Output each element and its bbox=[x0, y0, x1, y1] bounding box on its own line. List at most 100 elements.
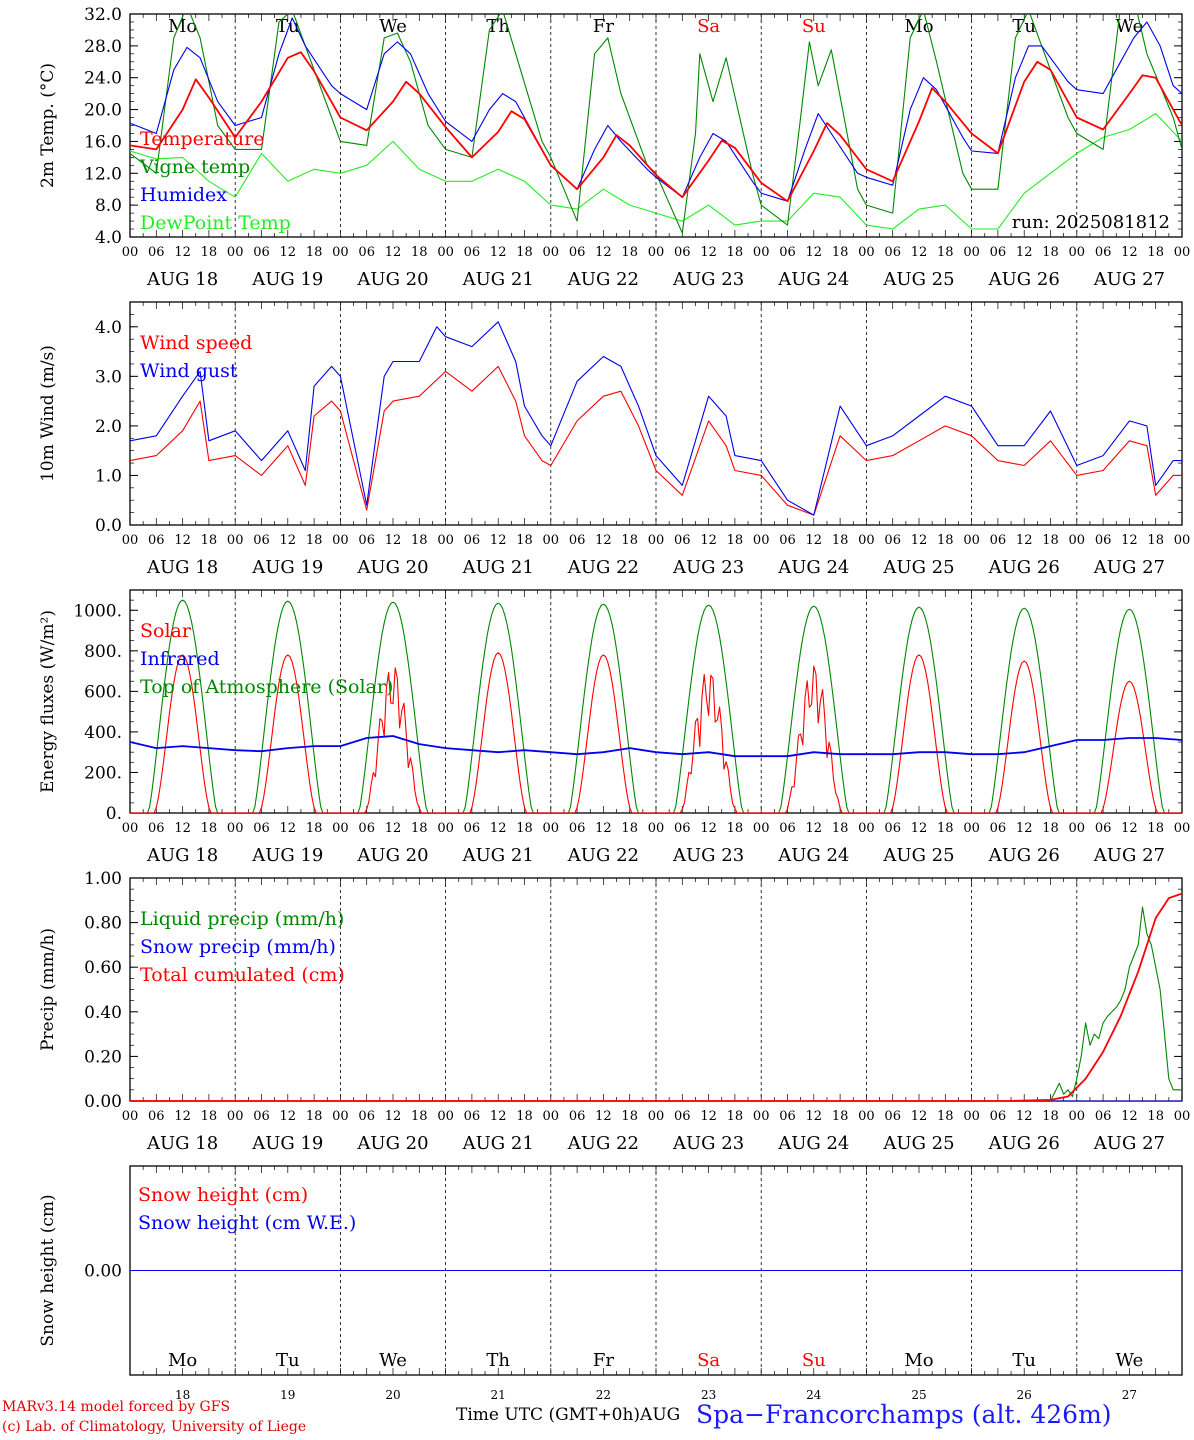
weekday-label: We bbox=[379, 16, 407, 37]
hour-tick-label: 00 bbox=[753, 1109, 770, 1124]
date-label: AUG 26 bbox=[988, 1133, 1060, 1154]
hour-tick-label: 00 bbox=[332, 533, 349, 548]
date-label: AUG 22 bbox=[567, 269, 639, 290]
y-tick-label: 8.0 bbox=[95, 196, 122, 216]
hour-tick-label: 06 bbox=[884, 533, 901, 548]
hour-tick-label: 18 bbox=[1147, 1109, 1164, 1124]
weekday-label: Th bbox=[486, 1350, 510, 1371]
hour-tick-label: 06 bbox=[148, 245, 165, 260]
hour-tick-label: 12 bbox=[490, 821, 507, 836]
hour-tick-label: 12 bbox=[174, 533, 191, 548]
day-number-label: 24 bbox=[806, 1388, 822, 1402]
hour-tick-label: 06 bbox=[358, 1109, 375, 1124]
date-label: AUG 20 bbox=[356, 557, 428, 578]
hour-tick-label: 18 bbox=[516, 1109, 533, 1124]
date-label: AUG 23 bbox=[672, 1133, 744, 1154]
day-number-label: 26 bbox=[1017, 1388, 1032, 1402]
hour-tick-label: 06 bbox=[569, 1109, 586, 1124]
date-label: AUG 27 bbox=[1093, 269, 1165, 290]
hour-tick-label: 18 bbox=[1147, 821, 1164, 836]
weekday-label: We bbox=[1116, 16, 1144, 37]
hour-tick-label: 06 bbox=[253, 245, 270, 260]
date-label: AUG 24 bbox=[777, 1133, 849, 1154]
hour-tick-label: 18 bbox=[937, 1109, 954, 1124]
hour-tick-label: 18 bbox=[411, 821, 428, 836]
weekday-label: We bbox=[1116, 1350, 1144, 1371]
hour-tick-label: 00 bbox=[332, 821, 349, 836]
hour-tick-label: 12 bbox=[1016, 245, 1033, 260]
hour-tick-label: 06 bbox=[779, 1109, 796, 1124]
legend-entry: Liquid precip (mm/h) bbox=[140, 908, 344, 930]
hour-tick-label: 00 bbox=[648, 533, 665, 548]
date-label: AUG 23 bbox=[672, 845, 744, 866]
hour-tick-label: 00 bbox=[648, 1109, 665, 1124]
y-axis-label: 2m Temp. (°C) bbox=[38, 63, 58, 188]
hour-tick-label: 00 bbox=[122, 1109, 139, 1124]
hour-tick-label: 06 bbox=[358, 821, 375, 836]
hour-tick-label: 00 bbox=[963, 533, 980, 548]
y-axis-label: Snow height (cm) bbox=[38, 1194, 58, 1346]
hour-tick-label: 18 bbox=[516, 245, 533, 260]
hour-tick-label: 12 bbox=[806, 533, 823, 548]
hour-tick-label: 06 bbox=[464, 245, 481, 260]
hour-tick-label: 18 bbox=[411, 1109, 428, 1124]
date-label: AUG 25 bbox=[882, 269, 954, 290]
series-liquid-precip-mm-h bbox=[130, 906, 1182, 1101]
y-tick-label: 4.0 bbox=[95, 318, 122, 338]
hour-tick-label: 06 bbox=[884, 1109, 901, 1124]
legend-entry: Vigne temp bbox=[139, 156, 250, 178]
series-temperature bbox=[130, 51, 1182, 203]
hour-tick-label: 00 bbox=[543, 245, 560, 260]
series-wind-speed bbox=[130, 365, 1182, 516]
hour-tick-label: 18 bbox=[621, 533, 638, 548]
hour-tick-label: 18 bbox=[937, 533, 954, 548]
date-label: AUG 18 bbox=[146, 557, 218, 578]
hour-tick-label: 18 bbox=[306, 1109, 323, 1124]
hour-tick-label: 00 bbox=[963, 245, 980, 260]
legend-entry: Temperature bbox=[140, 128, 264, 150]
hour-tick-label: 18 bbox=[727, 245, 744, 260]
hour-tick-label: 18 bbox=[1042, 533, 1059, 548]
date-label: AUG 26 bbox=[988, 269, 1060, 290]
hour-tick-label: 12 bbox=[911, 1109, 928, 1124]
day-number-label: 21 bbox=[491, 1388, 506, 1402]
hour-tick-label: 00 bbox=[648, 245, 665, 260]
hour-tick-label: 12 bbox=[280, 821, 297, 836]
hour-tick-label: 06 bbox=[884, 245, 901, 260]
hour-tick-label: 06 bbox=[148, 533, 165, 548]
hour-tick-label: 00 bbox=[858, 533, 875, 548]
date-label: AUG 21 bbox=[462, 557, 534, 578]
series-group bbox=[130, 14, 1182, 234]
hour-tick-label: 12 bbox=[280, 1109, 297, 1124]
legend-entry: Snow height (cm) bbox=[138, 1184, 308, 1206]
hour-tick-label: 18 bbox=[306, 533, 323, 548]
date-label: AUG 19 bbox=[251, 1133, 323, 1154]
legend-entry: Infrared bbox=[140, 648, 220, 670]
y-tick-label: 600. bbox=[84, 682, 122, 702]
y-tick-label: 1000. bbox=[73, 601, 122, 621]
y-tick-label: 12.0 bbox=[84, 164, 122, 184]
day-number-label: 19 bbox=[280, 1388, 295, 1402]
legend-entry: Wind speed bbox=[140, 332, 252, 354]
hour-tick-label: 06 bbox=[358, 533, 375, 548]
y-tick-label: 4.0 bbox=[95, 228, 122, 248]
plot-frame bbox=[129, 589, 1183, 814]
hour-tick-label: 06 bbox=[884, 821, 901, 836]
y-tick-label: 2.0 bbox=[95, 417, 122, 437]
hour-tick-label: 18 bbox=[937, 821, 954, 836]
weekday-label: We bbox=[379, 1350, 407, 1371]
hour-tick-label: 12 bbox=[1016, 821, 1033, 836]
hour-tick-label: 06 bbox=[569, 821, 586, 836]
hour-tick-label: 00 bbox=[858, 245, 875, 260]
hour-tick-label: 00 bbox=[858, 821, 875, 836]
hour-tick-label: 06 bbox=[1095, 821, 1112, 836]
day-number-label: 27 bbox=[1122, 1388, 1137, 1402]
date-label: AUG 18 bbox=[146, 845, 218, 866]
legend-entry: Humidex bbox=[140, 184, 227, 206]
plot-frame bbox=[129, 301, 1183, 526]
hour-tick-label: 00 bbox=[753, 533, 770, 548]
hour-tick-label: 12 bbox=[174, 245, 191, 260]
date-label: AUG 24 bbox=[777, 845, 849, 866]
hour-tick-label: 00 bbox=[543, 821, 560, 836]
